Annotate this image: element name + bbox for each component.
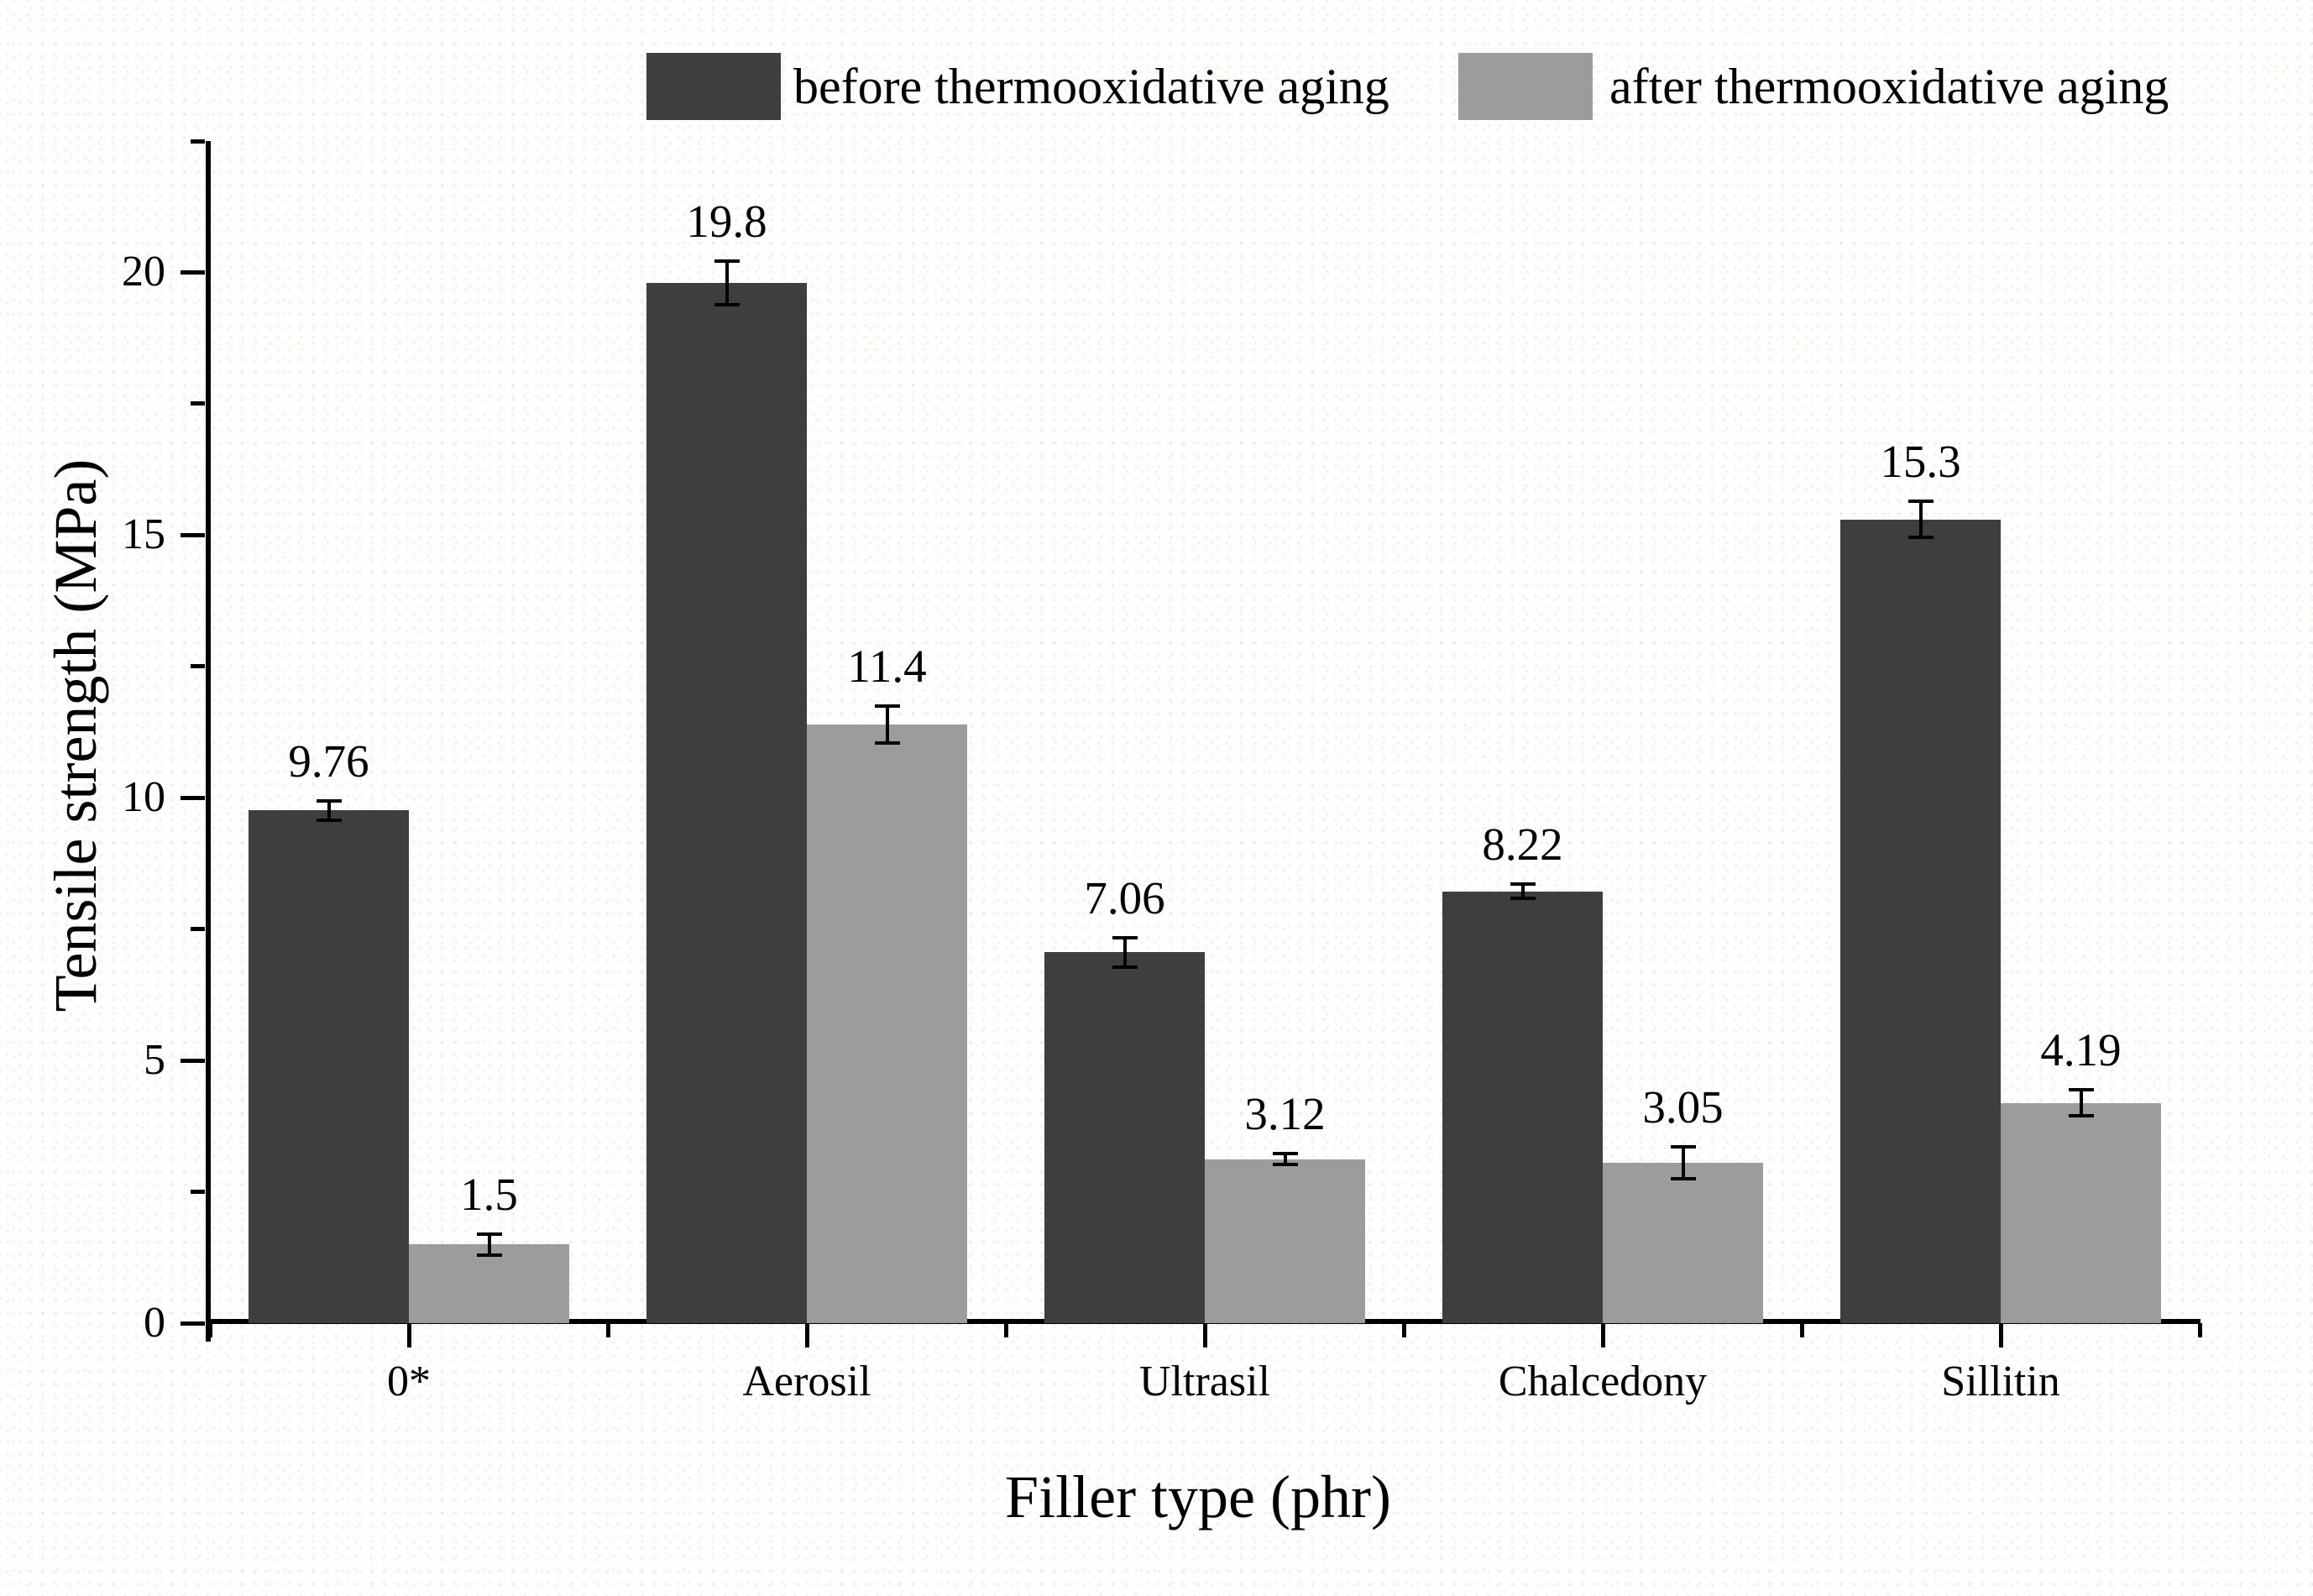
x-tick-label: 0* — [387, 1358, 431, 1405]
legend-label-after: after thermooxidative aging — [1609, 59, 2169, 114]
error-bar — [327, 800, 331, 820]
error-bar-cap — [316, 798, 342, 803]
error-bar — [1918, 500, 1923, 538]
error-bar-cap — [476, 1253, 502, 1257]
error-bar-cap — [1510, 882, 1536, 887]
bar — [409, 1244, 569, 1323]
y-tick-label: 10 — [122, 773, 165, 822]
x-minor-tick — [207, 1323, 212, 1337]
error-bar-cap — [476, 1232, 502, 1236]
error-bar-cap — [316, 818, 342, 822]
y-minor-tick — [191, 664, 205, 669]
error-bar — [1520, 884, 1525, 898]
x-minor-tick — [1401, 1323, 1406, 1337]
error-bar — [1283, 1154, 1287, 1164]
y-axis-line — [206, 141, 211, 1342]
x-minor-tick — [605, 1323, 610, 1337]
error-bar-cap — [714, 259, 740, 263]
y-tick-label: 0 — [144, 1299, 165, 1347]
error-bar-cap — [1112, 965, 1138, 969]
y-axis-title: Tensile strength (MPa) — [42, 458, 109, 1013]
error-bar-cap — [1670, 1145, 1696, 1149]
x-major-tick — [406, 1323, 411, 1347]
value-label: 1.5 — [460, 1168, 518, 1220]
x-major-tick — [1202, 1323, 1207, 1347]
legend-swatch-after — [1458, 53, 1593, 120]
value-label: 8.22 — [1482, 819, 1563, 871]
legend-label-before: before thermooxidative aging — [793, 59, 1389, 114]
x-tick-label: Aerosil — [742, 1358, 871, 1405]
value-label: 11.4 — [847, 640, 927, 692]
y-minor-tick — [191, 401, 205, 406]
x-major-tick — [804, 1323, 809, 1347]
error-bar — [487, 1233, 491, 1255]
error-bar-cap — [1510, 896, 1536, 900]
y-major-tick — [181, 795, 205, 800]
error-bar-cap — [1670, 1176, 1696, 1180]
x-minor-tick — [1799, 1323, 1804, 1337]
bar — [646, 282, 807, 1323]
y-minor-tick — [191, 927, 205, 932]
bar — [1044, 952, 1205, 1323]
y-minor-tick — [191, 139, 205, 144]
error-bar-cap — [1907, 536, 1934, 540]
legend-swatch-before — [646, 53, 781, 120]
error-bar — [725, 260, 729, 306]
bar — [1205, 1159, 1365, 1323]
error-bar — [2079, 1090, 2083, 1117]
value-label: 9.76 — [288, 735, 369, 787]
y-tick-label: 15 — [122, 510, 165, 559]
bar — [1442, 891, 1603, 1323]
error-bar-cap — [2068, 1088, 2094, 1092]
bar — [1603, 1163, 1763, 1323]
bar — [2001, 1102, 2161, 1323]
error-bar-cap — [1272, 1163, 1298, 1166]
value-label: 15.3 — [1880, 435, 1961, 487]
value-label: 4.19 — [2040, 1024, 2122, 1076]
y-major-tick — [181, 532, 205, 537]
error-bar — [1681, 1147, 1685, 1179]
value-label: 7.06 — [1084, 871, 1165, 924]
error-bar-cap — [1112, 935, 1138, 939]
y-major-tick — [181, 1058, 205, 1063]
bar — [249, 810, 409, 1323]
error-bar-cap — [2068, 1114, 2094, 1118]
y-major-tick — [181, 1321, 205, 1326]
error-bar-cap — [714, 303, 740, 307]
error-bar-cap — [1907, 499, 1934, 503]
error-bar-cap — [874, 704, 900, 708]
value-label: 19.8 — [686, 195, 767, 247]
bar — [1840, 519, 2001, 1323]
x-axis-title: Filler type (phr) — [1005, 1463, 1391, 1531]
x-minor-tick — [1003, 1323, 1008, 1337]
x-major-tick — [1998, 1323, 2003, 1347]
error-bar — [885, 705, 889, 743]
value-label: 3.12 — [1244, 1088, 1326, 1140]
error-bar — [1122, 937, 1127, 967]
y-tick-label: 20 — [122, 248, 165, 296]
bar — [807, 724, 967, 1323]
x-tick-label: Ultrasil — [1139, 1358, 1270, 1405]
x-minor-tick — [2197, 1323, 2202, 1337]
x-tick-label: Chalcedony — [1498, 1358, 1708, 1405]
value-label: 3.05 — [1642, 1081, 1724, 1133]
y-tick-label: 5 — [144, 1036, 165, 1085]
error-bar-cap — [1272, 1152, 1298, 1156]
y-major-tick — [181, 269, 205, 275]
y-minor-tick — [191, 1190, 205, 1195]
x-tick-label: Sillitin — [1941, 1358, 2060, 1405]
x-major-tick — [1600, 1323, 1605, 1347]
error-bar-cap — [874, 740, 900, 745]
